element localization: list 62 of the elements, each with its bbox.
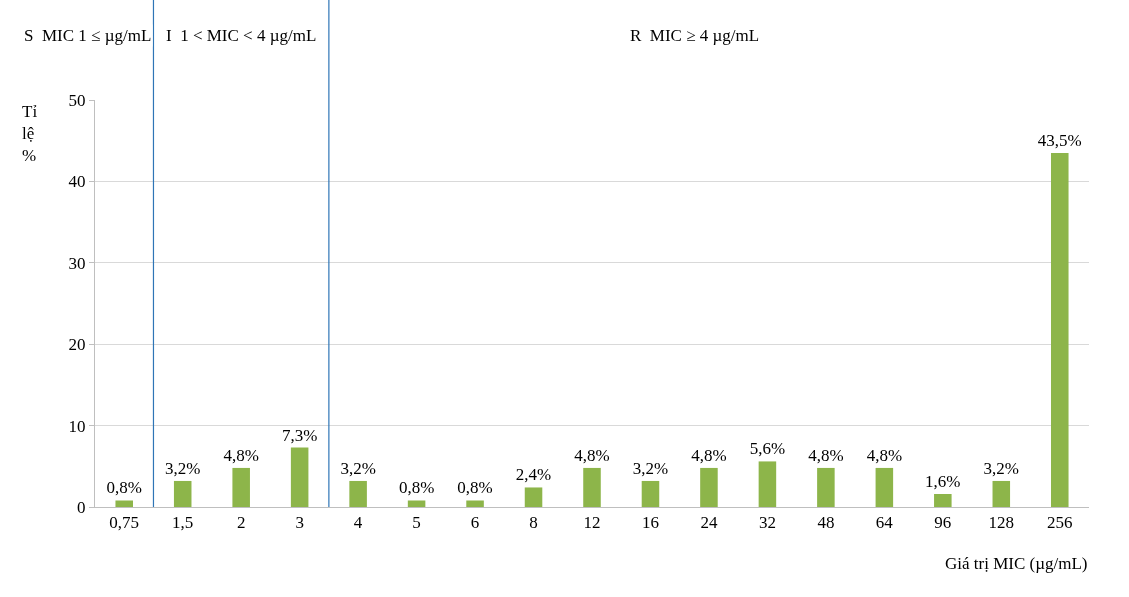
data-label: 7,3% <box>281 425 318 445</box>
bar <box>758 461 777 507</box>
text: S MIC 1 ≤ µg/mL <box>24 26 152 45</box>
bar <box>700 467 718 507</box>
data-label: 0,8% <box>398 478 435 498</box>
x-tick-label: 32 <box>758 513 776 533</box>
x-tick-label: 1,5 <box>172 513 194 533</box>
data-label: 3,2% <box>340 458 376 478</box>
bar <box>290 447 309 507</box>
y-tick-label: 20 <box>68 335 86 355</box>
x-tick-label: 6 <box>470 513 480 533</box>
y-tick-label: 40 <box>68 172 86 192</box>
data-label: 4,8% <box>574 445 610 465</box>
bar <box>173 480 192 507</box>
bar <box>232 467 250 507</box>
data-label: 4,8% <box>866 445 903 465</box>
bar <box>349 480 367 507</box>
text: R MIC ≥ 4 µg/mL <box>630 26 760 45</box>
bar <box>641 480 660 507</box>
bar <box>407 500 426 507</box>
bar <box>115 500 134 507</box>
x-tick-label: 5 <box>412 513 421 533</box>
x-axis-title: Giá trị MIC (µg/mL) <box>945 554 1088 573</box>
x-tick-label: 12 <box>583 513 601 533</box>
x-tick-label: 4 <box>353 513 363 533</box>
x-tick-label: 64 <box>875 513 894 533</box>
x-tick-label: 24 <box>700 513 718 533</box>
y-tick-label: 50 <box>68 90 86 110</box>
x-tick-label: 8 <box>529 513 538 533</box>
data-label: 4,8% <box>808 445 844 465</box>
bar <box>524 487 543 507</box>
bar <box>1050 152 1069 507</box>
y-tick-label: 0 <box>77 497 86 517</box>
x-tick-label: 3 <box>295 513 304 533</box>
y-axis-title: Tỉ lệ % <box>22 102 38 166</box>
data-label: 1,6% <box>925 471 961 491</box>
x-tick-label: 96 <box>934 513 952 533</box>
data-label: 0,8% <box>106 478 142 498</box>
y-tick-label: 10 <box>68 416 86 436</box>
data-label: 43,5% <box>1037 130 1082 150</box>
data-label: 4,8% <box>691 445 727 465</box>
x-tick-label: 48 <box>817 513 835 533</box>
bar <box>934 493 952 507</box>
data-label: 5,6% <box>749 439 786 459</box>
x-tick-label: 128 <box>988 513 1015 533</box>
data-label: 2,4% <box>515 465 552 485</box>
data-label: 3,2% <box>165 458 201 478</box>
bar <box>992 480 1011 507</box>
x-tick-label: 256 <box>1047 513 1073 533</box>
bar <box>466 500 484 507</box>
data-label: 0,8% <box>457 478 493 498</box>
x-tick-label: 16 <box>641 513 659 533</box>
data-label: 4,8% <box>223 445 259 465</box>
data-label: 3,2% <box>983 458 1019 478</box>
data-label: 3,2% <box>632 458 669 478</box>
bar <box>817 467 835 507</box>
bar <box>875 467 894 507</box>
y-tick-label: 30 <box>68 253 86 273</box>
x-tick-label: 0,75 <box>109 513 140 533</box>
x-tick-label: 2 <box>236 513 246 533</box>
text: I 1 < MIC < 4 µg/mL <box>166 26 317 45</box>
bar <box>583 467 601 507</box>
